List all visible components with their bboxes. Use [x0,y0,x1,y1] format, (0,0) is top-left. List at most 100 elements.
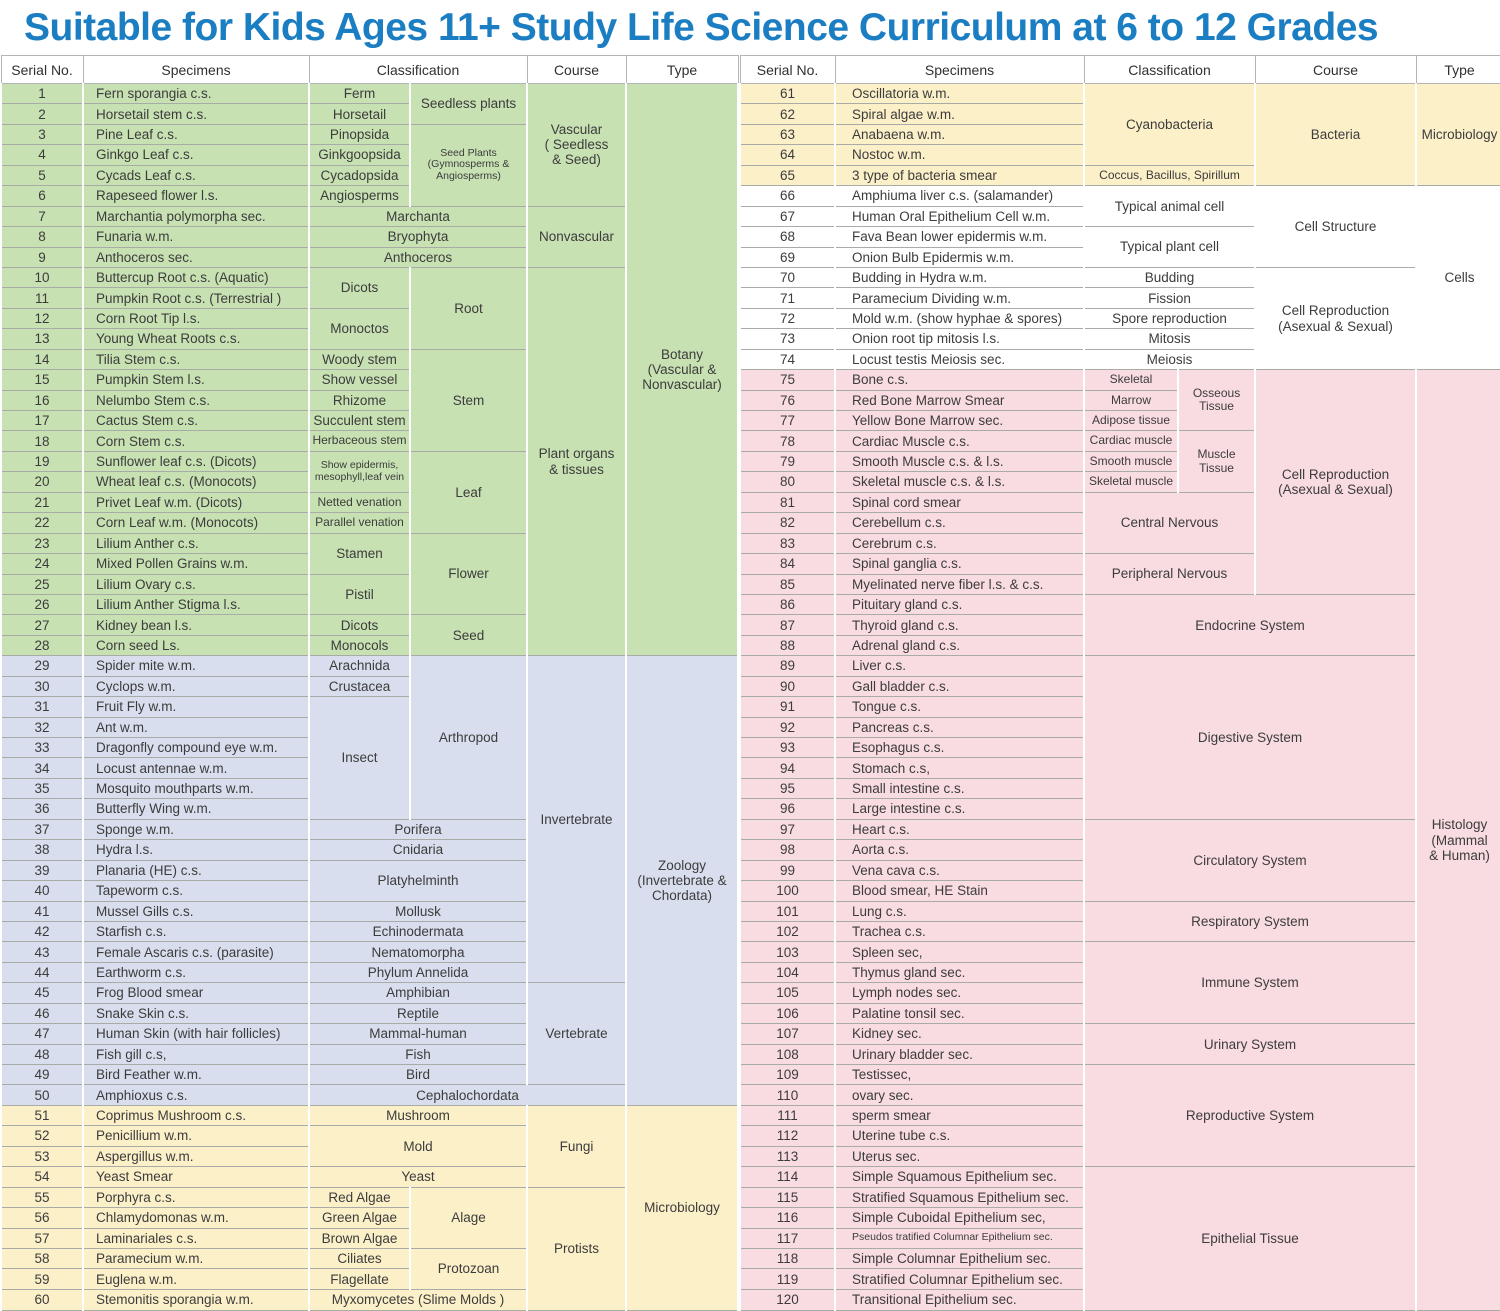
specimen-row: 69 Onion Bulb Epidermis w.m. [739,246,1500,268]
serial-cell: 61 [739,82,837,105]
classification-course-cell: Urinary System [1083,1023,1418,1065]
serial-cell: 118 [739,1247,837,1270]
specimen-cell: Palatine tonsil sec. [834,1002,1086,1025]
classification-cell: Pistil [308,573,411,616]
serial-cell: 52 [0,1125,84,1147]
specimen-row: 90 Gall bladder c.s. [739,675,1500,698]
classification-cell: Amphibian [307,982,529,1004]
specimen-row: 97 Heart c.s. Circulatory System [739,818,1500,902]
classification-cell: Platyhelminth [307,859,529,902]
specimen-row: 98 Aorta c.s. [739,839,1500,861]
classification-cell: Leaf [408,450,529,534]
specimen-cell: Bone c.s. [834,369,1086,391]
specimen-row: 32 Ant w.m. [0,716,738,739]
specimen-cell: Paramecium w.m. [82,1247,310,1270]
specimen-row: 77 Yellow Bone Marrow sec. Adipose tissue [739,409,1500,432]
specimen-cell: Porphyra c.s. [82,1186,310,1209]
specimen-cell: Pumpkin Root c.s. (Terrestrial ) [82,287,310,309]
specimen-cell: Planaria (HE) c.s. [82,859,310,882]
specimen-row: 11 Pumpkin Root c.s. (Terrestrial ) [0,287,738,309]
specimen-cell: sperm smear [834,1104,1086,1127]
serial-cell: 58 [0,1247,84,1270]
serial-cell: 95 [739,777,837,800]
serial-cell: 105 [739,982,837,1004]
col-header-classification: Classification [308,55,528,84]
specimen-cell: Cerebrum c.s. [834,532,1086,555]
serial-cell: 71 [739,287,837,309]
classification-cell: Netted venation [308,491,411,514]
specimen-row: 43 Female Ascaris c.s. (parasite) Nematomo… [0,941,738,963]
specimen-row: 68 Fava Bean lower epidermis w.m. Typical … [739,226,1500,268]
serial-cell: 84 [739,553,837,575]
col-header-serial: Serial No. [739,55,836,84]
specimen-row: 28 Corn seed Ls. Monocols [0,634,738,657]
specimen-cell: Privet Leaf w.m. (Dicots) [82,491,310,514]
serial-cell: 9 [0,246,84,268]
classification-cell: Peripheral Nervous [1083,553,1257,595]
specimen-row: 1 Fern sporangia c.s. Ferm Seedless plants V… [0,82,740,657]
specimen-cell: Coprimus Mushroom c.s. [82,1104,310,1127]
specimen-row: 106 Palatine tonsil sec. [739,1002,1500,1025]
serial-cell: 109 [739,1063,837,1086]
specimen-cell: Transitional Epithelium sec. [834,1288,1086,1311]
serial-cell: 110 [739,1084,837,1106]
classification-cell: Stamen [308,532,411,575]
classification-cell: Protozoan [408,1247,529,1290]
classification-cell: Dicots [308,266,411,309]
serial-cell: 94 [739,757,837,779]
specimen-cell: Fava Bean lower epidermis w.m. [834,226,1086,248]
serial-cell: 104 [739,961,837,984]
serial-cell: 2 [0,103,84,125]
classification-course-cell: Respiratory System [1083,900,1418,943]
course-cell: Cell Reproduction (Asexual & Sexual) [1254,369,1418,595]
classification-cell: Dicots [308,614,411,636]
specimen-row: 85 Myelinated nerve fiber l.s. & c.s. [739,573,1500,595]
serial-cell: 35 [0,777,84,800]
serial-cell: 36 [0,798,84,820]
specimen-cell: Cardiac Muscle c.s. [834,430,1086,452]
header-row-right: Serial No. Specimens Classification Cour… [739,55,1500,84]
classification-cell: Woody stem [308,348,411,371]
classification-cell: Cyanobacteria [1083,83,1257,166]
specimen-cell: Small intestine c.s. [834,777,1086,800]
classification-cell: Ciliates [308,1247,411,1270]
serial-cell: 59 [0,1268,84,1290]
serial-cell: 18 [0,430,84,452]
classification-cell: Green Algae [308,1207,411,1229]
serial-cell: 83 [739,532,837,555]
specimen-cell: Pumpkin Stem l.s. [82,369,310,391]
course-cell: Vertebrate [526,982,628,1086]
col-header-classification: Classification [1083,55,1256,84]
specimen-row: 96 Large intestine c.s. [739,798,1500,820]
specimen-cell: Simple Squamous Epithelium sec. [834,1166,1086,1188]
classification-cell: Porifera [307,818,529,841]
classification-cell: Reptile [307,1002,529,1025]
serial-cell: 117 [739,1227,837,1249]
specimen-cell: Fruit Fly w.m. [82,696,310,718]
classification-cell: Typical plant cell [1083,226,1257,268]
serial-cell: 27 [0,614,84,636]
specimen-cell: Frog Blood smear [82,982,310,1004]
classification-cell: Parallel venation [308,512,411,534]
specimen-cell: Spinal ganglia c.s. [834,553,1086,575]
col-header-type: Type [625,55,739,84]
specimen-row: 52 Penicillium w.m. Mold [0,1125,738,1168]
classification-cell: Mitosis [1083,328,1257,350]
serial-cell: 108 [739,1043,837,1066]
specimen-row: 24 Mixed Pollen Grains w.m. [0,553,738,575]
serial-cell: 33 [0,736,84,759]
serial-cell: 78 [739,430,837,452]
serial-cell: 37 [0,818,84,841]
specimen-cell: Pine Leaf c.s. [82,123,310,146]
classification-cell: Smooth muscle [1083,450,1180,473]
classification-course-cell: Endocrine System [1083,593,1418,657]
specimen-row: 47 Human Skin (with hair follicles) Mammal… [0,1023,738,1045]
specimen-cell: Red Bone Marrow Smear [834,389,1086,412]
course-cell: Cell Structure [1254,185,1418,268]
specimen-row: 19 Sunflower leaf c.s. (Dicots) Show epide… [0,450,738,534]
specimen-row: 18 Corn Stem c.s. Herbaceous stem [0,430,738,452]
specimen-row: 93 Esophagus c.s. [739,736,1500,759]
specimen-cell: Sponge w.m. [82,818,310,841]
serial-cell: 63 [739,123,837,146]
serial-cell: 60 [0,1288,84,1311]
